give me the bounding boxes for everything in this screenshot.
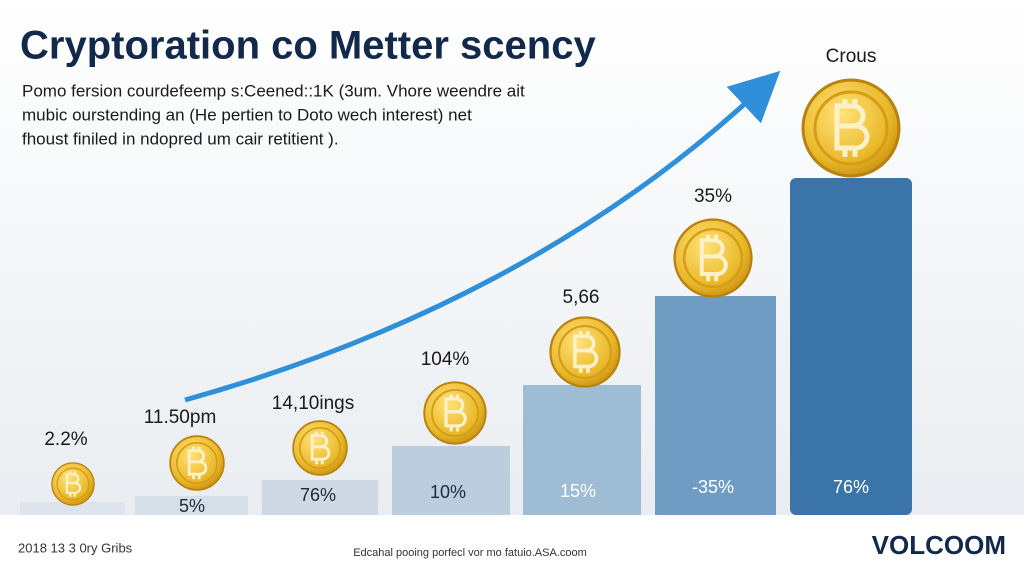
bar-inner-label: 10% [430, 482, 466, 502]
bar-top-label: 35% [694, 186, 732, 207]
coin-icon [673, 218, 753, 298]
bar [262, 480, 378, 515]
bar-inner-label: 5% [179, 496, 205, 516]
bar [790, 178, 912, 515]
bar-top-label: 14,10ings [272, 393, 354, 414]
bar-top-label: 2.2% [44, 429, 87, 450]
bar [523, 385, 641, 515]
description-line: mubic ourstending an (He pertien to Doto… [22, 105, 472, 124]
coin-icon [169, 435, 225, 491]
coin-icon [803, 80, 899, 176]
bar-inner-label: -35% [692, 477, 734, 497]
brand-logo: VOLCOOM [872, 530, 1006, 560]
coin-icon [423, 381, 487, 445]
description-line: Pomo fersion courdefeemp s:Ceened::1K (3… [22, 81, 525, 100]
coin-icon [51, 462, 95, 506]
title: Cryptoration co Metter scency [20, 24, 596, 68]
bar [135, 496, 248, 515]
bar-top-label: 5,66 [563, 287, 600, 308]
bar [655, 296, 776, 515]
bar-inner-label: 76% [300, 485, 336, 505]
footer-source: Edcahal pooing porfecl vor mo fatuio.ASA… [353, 547, 587, 559]
bar-inner-label: 76% [833, 477, 869, 497]
bar-inner-label: 15% [560, 481, 596, 501]
description-line: fhoust finiled in ndopred um cair retiti… [22, 129, 339, 148]
bar-top-label: 104% [421, 349, 470, 370]
trend-arrow [184, 70, 781, 403]
bar-top-label: 11.50pm [144, 407, 217, 428]
footer-date: 2018 13 3 0ry Gribs [18, 540, 133, 555]
coin-icon [292, 420, 348, 476]
bar [392, 446, 510, 515]
bar [20, 502, 125, 515]
footer-band [0, 515, 1024, 576]
coin-icon [549, 316, 621, 388]
bar-top-label: Crous [826, 46, 877, 67]
